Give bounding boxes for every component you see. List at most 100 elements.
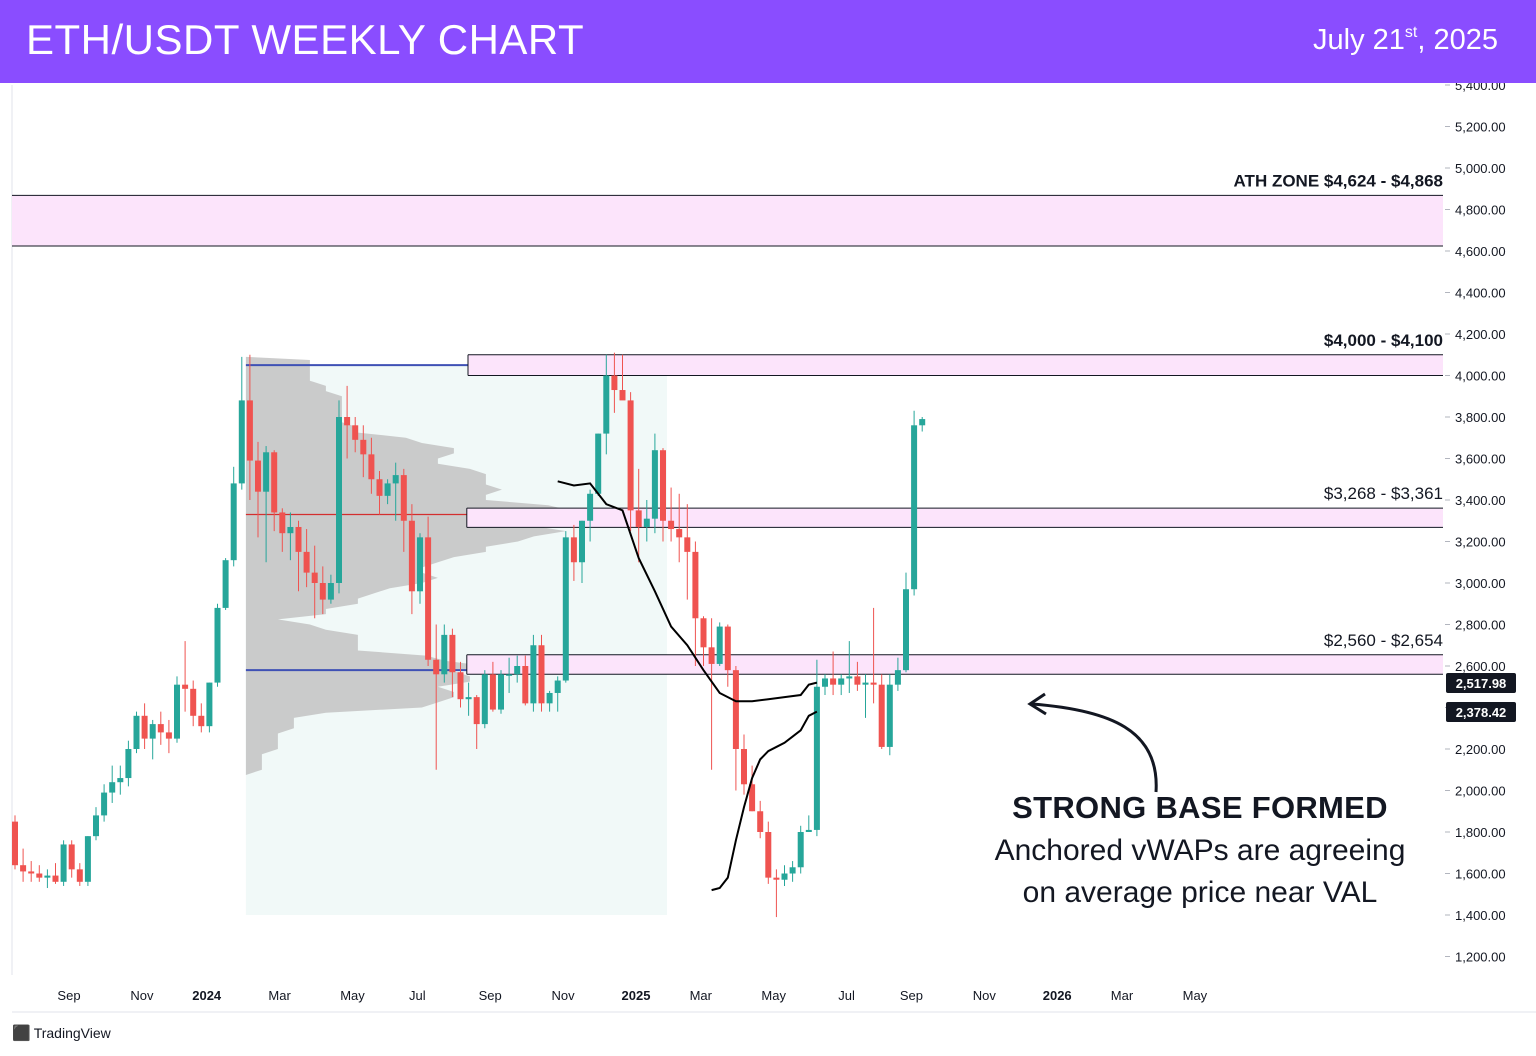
candle <box>651 450 658 519</box>
candle <box>570 537 577 563</box>
candle <box>417 537 423 592</box>
candle <box>222 560 229 608</box>
annotation-title: STRONG BASE FORMED <box>1012 790 1388 825</box>
tradingview-watermark[interactable]: ⬛ TradingView <box>12 1024 111 1042</box>
candle <box>84 836 91 882</box>
candle <box>741 749 747 785</box>
y-tick-label: 1,400.00 <box>1455 908 1506 923</box>
candle <box>716 626 723 664</box>
x-tick-label: Mar <box>268 988 291 1003</box>
x-tick-label: Mar <box>690 988 713 1003</box>
candle <box>441 634 448 675</box>
y-tick-label: 2,000.00 <box>1455 784 1506 799</box>
candle <box>724 626 731 671</box>
candle <box>481 674 488 725</box>
candle <box>595 433 602 494</box>
candle <box>109 782 116 793</box>
candle <box>732 670 739 749</box>
candle <box>141 715 148 739</box>
y-tick-label: 1,600.00 <box>1455 867 1506 882</box>
candle <box>449 634 456 673</box>
y-tick-label: 3,000.00 <box>1455 576 1506 591</box>
candle <box>117 778 124 783</box>
candle <box>562 537 569 681</box>
candle <box>376 479 383 496</box>
y-tick-label: 3,200.00 <box>1455 535 1506 550</box>
candle <box>149 724 156 739</box>
candle <box>465 697 472 700</box>
candle <box>101 792 108 816</box>
candle <box>198 715 205 727</box>
candle <box>749 784 756 812</box>
anchored-vwap-2 <box>711 710 818 892</box>
annotation-arrowhead <box>1027 692 1047 716</box>
y-tick-label: 3,600.00 <box>1455 452 1506 467</box>
candle <box>311 572 318 583</box>
candle <box>68 844 75 870</box>
candle <box>352 425 359 440</box>
date-main: July 21 <box>1313 24 1405 56</box>
price-label-box <box>1446 673 1516 694</box>
candle <box>530 645 537 704</box>
x-tick-label: 2024 <box>192 988 222 1003</box>
candle <box>903 589 909 671</box>
candle <box>514 666 521 675</box>
candle <box>303 551 310 573</box>
candle <box>894 670 901 685</box>
level-zone-4 <box>466 654 1443 675</box>
price-chart[interactable]: ATH ZONE $4,624 - $4,868 $4,000 - $4,100 $… <box>0 78 1536 1051</box>
candle <box>344 417 351 426</box>
y-tick-label: 4,400.00 <box>1455 286 1506 301</box>
candle <box>400 475 407 521</box>
price-label-box <box>1446 701 1516 722</box>
candle <box>838 678 845 685</box>
candle <box>886 684 893 747</box>
candle <box>789 867 796 874</box>
candle <box>676 529 683 538</box>
candle <box>76 869 83 882</box>
x-tick-label: Nov <box>552 988 576 1003</box>
y-tick-label: 4,000.00 <box>1455 369 1506 384</box>
y-tick-label: 4,600.00 <box>1455 244 1506 259</box>
y-tick-label: 4,200.00 <box>1455 327 1506 342</box>
candle <box>554 680 561 693</box>
y-tick-label: 4,800.00 <box>1455 203 1506 218</box>
price-label: 2,378.42 <box>1456 705 1507 720</box>
candle <box>822 678 828 687</box>
annotation-line-2: on average price near VAL <box>1022 876 1378 909</box>
chart-area[interactable]: ATH ZONE $4,624 - $4,868 $4,000 - $4,100 $… <box>0 78 1536 1051</box>
annotation-line-1: Anchored vWAPs are agreeing <box>994 834 1406 867</box>
candle <box>660 450 666 521</box>
candle <box>619 390 626 401</box>
candle <box>336 417 342 583</box>
x-tick-label: Sep <box>57 988 80 1003</box>
candle <box>506 674 513 676</box>
candle <box>489 674 496 710</box>
x-tick-label: May <box>761 988 786 1003</box>
candle <box>52 875 59 882</box>
candle <box>279 512 286 534</box>
candle <box>93 815 99 837</box>
y-tick-label: 1,200.00 <box>1455 950 1506 965</box>
x-tick-label: 2025 <box>622 988 651 1003</box>
candle <box>692 551 699 619</box>
candle <box>813 686 820 830</box>
annotation: STRONG BASE FORMED Anchored vWAPs are ag… <box>980 790 1420 910</box>
candle <box>700 618 707 648</box>
candle <box>190 688 197 716</box>
candle <box>473 697 480 725</box>
level-label-1: ATH ZONE $4,624 - $4,868 <box>1234 171 1443 190</box>
chart-date: July 21st, 2025 <box>1313 24 1498 57</box>
candle <box>781 873 788 880</box>
candle <box>20 865 27 872</box>
candle <box>854 676 861 685</box>
candle <box>182 684 189 689</box>
candle <box>708 647 715 664</box>
candle <box>44 875 51 878</box>
candle <box>255 460 261 492</box>
x-tick-label: Jul <box>409 988 426 1003</box>
x-tick-label: Nov <box>973 988 997 1003</box>
candle <box>238 400 245 484</box>
candle <box>846 676 853 679</box>
x-tick-label: 2026 <box>1043 988 1072 1003</box>
